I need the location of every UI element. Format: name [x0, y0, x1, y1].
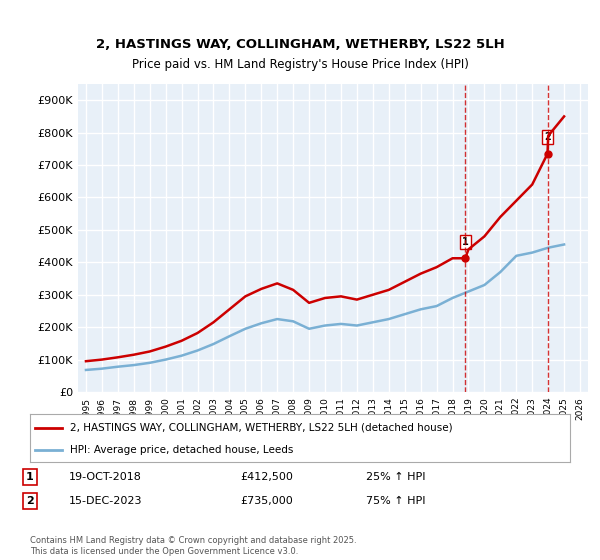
Text: 2, HASTINGS WAY, COLLINGHAM, WETHERBY, LS22 5LH: 2, HASTINGS WAY, COLLINGHAM, WETHERBY, L… [95, 38, 505, 52]
Text: 19-OCT-2018: 19-OCT-2018 [69, 472, 142, 482]
Text: Contains HM Land Registry data © Crown copyright and database right 2025.
This d: Contains HM Land Registry data © Crown c… [30, 536, 356, 556]
Text: £735,000: £735,000 [240, 496, 293, 506]
Text: 2: 2 [544, 132, 551, 142]
Text: £412,500: £412,500 [240, 472, 293, 482]
Text: 25% ↑ HPI: 25% ↑ HPI [366, 472, 425, 482]
Text: 1: 1 [462, 237, 469, 247]
Text: 75% ↑ HPI: 75% ↑ HPI [366, 496, 425, 506]
Text: 15-DEC-2023: 15-DEC-2023 [69, 496, 143, 506]
Text: HPI: Average price, detached house, Leeds: HPI: Average price, detached house, Leed… [71, 445, 294, 455]
Text: 2: 2 [26, 496, 34, 506]
Text: 1: 1 [26, 472, 34, 482]
Text: Price paid vs. HM Land Registry's House Price Index (HPI): Price paid vs. HM Land Registry's House … [131, 58, 469, 71]
Text: 2, HASTINGS WAY, COLLINGHAM, WETHERBY, LS22 5LH (detached house): 2, HASTINGS WAY, COLLINGHAM, WETHERBY, L… [71, 423, 453, 433]
